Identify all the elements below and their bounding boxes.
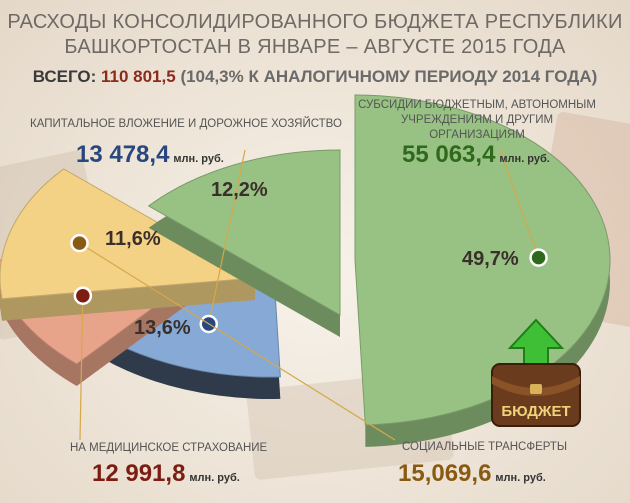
chart-title-line2: БАШКОРТОСТАН В ЯНВАРЕ – АВГУСТЕ 2015 ГОД… <box>64 36 566 58</box>
amount-transfers: 15,069,6 млн. руб. <box>398 460 546 488</box>
chart-title-line1: РАСХОДЫ КОНСОЛИДИРОВАННОГО БЮДЖЕТА РЕСПУ… <box>7 11 623 33</box>
leader-dot-other <box>73 286 93 305</box>
amount-health: 12 991,8 млн. руб. <box>92 460 240 488</box>
percent-labels: 49,7% 12,2% 11,6% 13,6% <box>105 179 519 339</box>
caption-subsidies: СУБСИДИИ БЮДЖЕТНЫМ, АВТОНОМНЫМ УЧРЕЖДЕНИ… <box>352 98 602 143</box>
amount-health-value: 12 991,8 <box>92 460 186 487</box>
slice-health <box>0 168 257 300</box>
amount-transfers-value: 15,069,6 <box>398 460 492 487</box>
budget-bag-icon: БЮДЖЕТ <box>491 318 581 427</box>
briefcase-flap-icon <box>492 376 580 396</box>
amount-health-unit: млн. руб. <box>189 472 240 484</box>
leader-dot-subsidies <box>529 248 548 267</box>
amount-transfers-unit: млн. руб. <box>495 472 546 484</box>
slice-side-capital <box>101 212 281 399</box>
amount-subsidies-unit: млн. руб. <box>499 153 550 165</box>
percent-label-capital: 12,2% <box>211 179 268 201</box>
percent-label-health: 13,6% <box>134 317 191 339</box>
total-value: 110 801,5 <box>101 67 176 86</box>
total-summary: ВСЕГО: 110 801,5 (104,3% К АНАЛОГИЧНОМУ … <box>0 67 630 87</box>
amount-capital-unit: млн. руб. <box>173 153 224 165</box>
slice-transfers <box>147 149 341 316</box>
leader-line-other <box>79 295 84 441</box>
leader-lines <box>70 149 548 441</box>
leader-line-capital <box>208 149 246 325</box>
leader-dot-health <box>70 233 89 253</box>
caption-subsidies-line1: СУБСИДИИ БЮДЖЕТНЫМ, АВТОНОМНЫМ <box>358 99 596 111</box>
caption-subsidies-line2: УЧРЕЖДЕНИЯМ И ДРУГИМ ОРГАНИЗАЦИЯМ <box>400 114 554 141</box>
percent-label-other: 11,6% <box>105 228 161 250</box>
slice-side-health <box>0 168 255 321</box>
briefcase-clasp-icon <box>530 384 542 394</box>
total-label: ВСЕГО: <box>32 67 97 86</box>
caption-health: НА МЕДИЦИНСКОЕ СТРАХОВАНИЕ <box>70 442 268 454</box>
caption-capital: КАПИТАЛЬНОЕ ВЛОЖЕНИЕ И ДОРОЖНОЕ ХОЗЯЙСТВ… <box>30 118 342 130</box>
leader-line-subsidies <box>499 149 540 258</box>
percent-label-subsidies: 49,7% <box>462 248 519 270</box>
total-note: (104,3% К АНАЛОГИЧНОМУ ПЕРИОДУ 2014 ГОДА… <box>180 67 598 86</box>
caption-transfers: СОЦИАЛЬНЫЕ ТРАНСФЕРТЫ <box>402 441 568 453</box>
amount-subsidies-value: 55 063,4 <box>402 141 496 168</box>
leader-line-health <box>79 242 396 441</box>
amount-subsidies: 55 063,4 млн. руб. <box>402 141 550 169</box>
badge-label: БЮДЖЕТ <box>501 403 570 420</box>
amount-capital: 13 478,4 млн. руб. <box>76 141 224 169</box>
amount-capital-value: 13 478,4 <box>76 141 170 168</box>
